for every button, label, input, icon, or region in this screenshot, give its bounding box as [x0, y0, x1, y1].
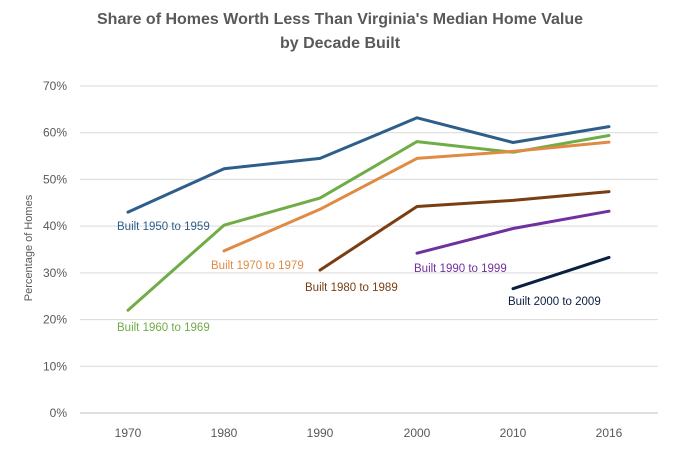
- y-tick-label: 0%: [50, 406, 68, 420]
- y-tick-label: 50%: [43, 172, 67, 186]
- x-tick-label: 1980: [211, 426, 238, 440]
- series-labels: Built 1950 to 1959 Built 1960 to 1969 Buil…: [117, 221, 601, 334]
- series-label-0: Built 1950 to 1959: [117, 221, 210, 233]
- x-tick-label: 2016: [596, 426, 623, 440]
- series-line-4: [415, 209, 611, 255]
- series-label-4: Built 1990 to 1999: [414, 263, 507, 275]
- y-axis-label: Percentage of Homes: [23, 194, 35, 301]
- series-label-5: Built 2000 to 2009: [508, 296, 601, 308]
- y-tick-label: 10%: [43, 359, 67, 373]
- series-label-2: Built 1970 to 1979: [211, 260, 304, 272]
- series-line-3: [318, 190, 611, 272]
- chart-title-line2: by Decade Built: [280, 35, 401, 52]
- gridlines: [80, 85, 658, 414]
- series-line-5: [511, 255, 611, 291]
- y-axis-tick-labels: 0% 10% 20% 30% 40% 50% 60% 70%: [43, 79, 67, 420]
- y-tick-label: 30%: [43, 266, 67, 280]
- series-lines: [126, 116, 611, 312]
- y-tick-label: 40%: [43, 219, 67, 233]
- x-tick-label: 1990: [307, 426, 334, 440]
- series-label-1: Built 1960 to 1969: [117, 322, 210, 334]
- x-tick-label: 1970: [115, 426, 142, 440]
- y-tick-label: 60%: [43, 126, 67, 140]
- x-tick-label: 2000: [404, 426, 431, 440]
- x-axis-tick-labels: 1970 1980 1990 2000 2010 2016: [115, 426, 623, 440]
- series-line-2: [222, 140, 611, 253]
- y-tick-label: 20%: [43, 313, 67, 327]
- chart-title-line1: Share of Homes Worth Less Than Virginia'…: [97, 11, 583, 28]
- series-line-0: [126, 116, 611, 214]
- series-label-3: Built 1980 to 1989: [305, 282, 398, 294]
- x-tick-label: 2010: [500, 426, 527, 440]
- y-tick-label: 70%: [43, 79, 67, 93]
